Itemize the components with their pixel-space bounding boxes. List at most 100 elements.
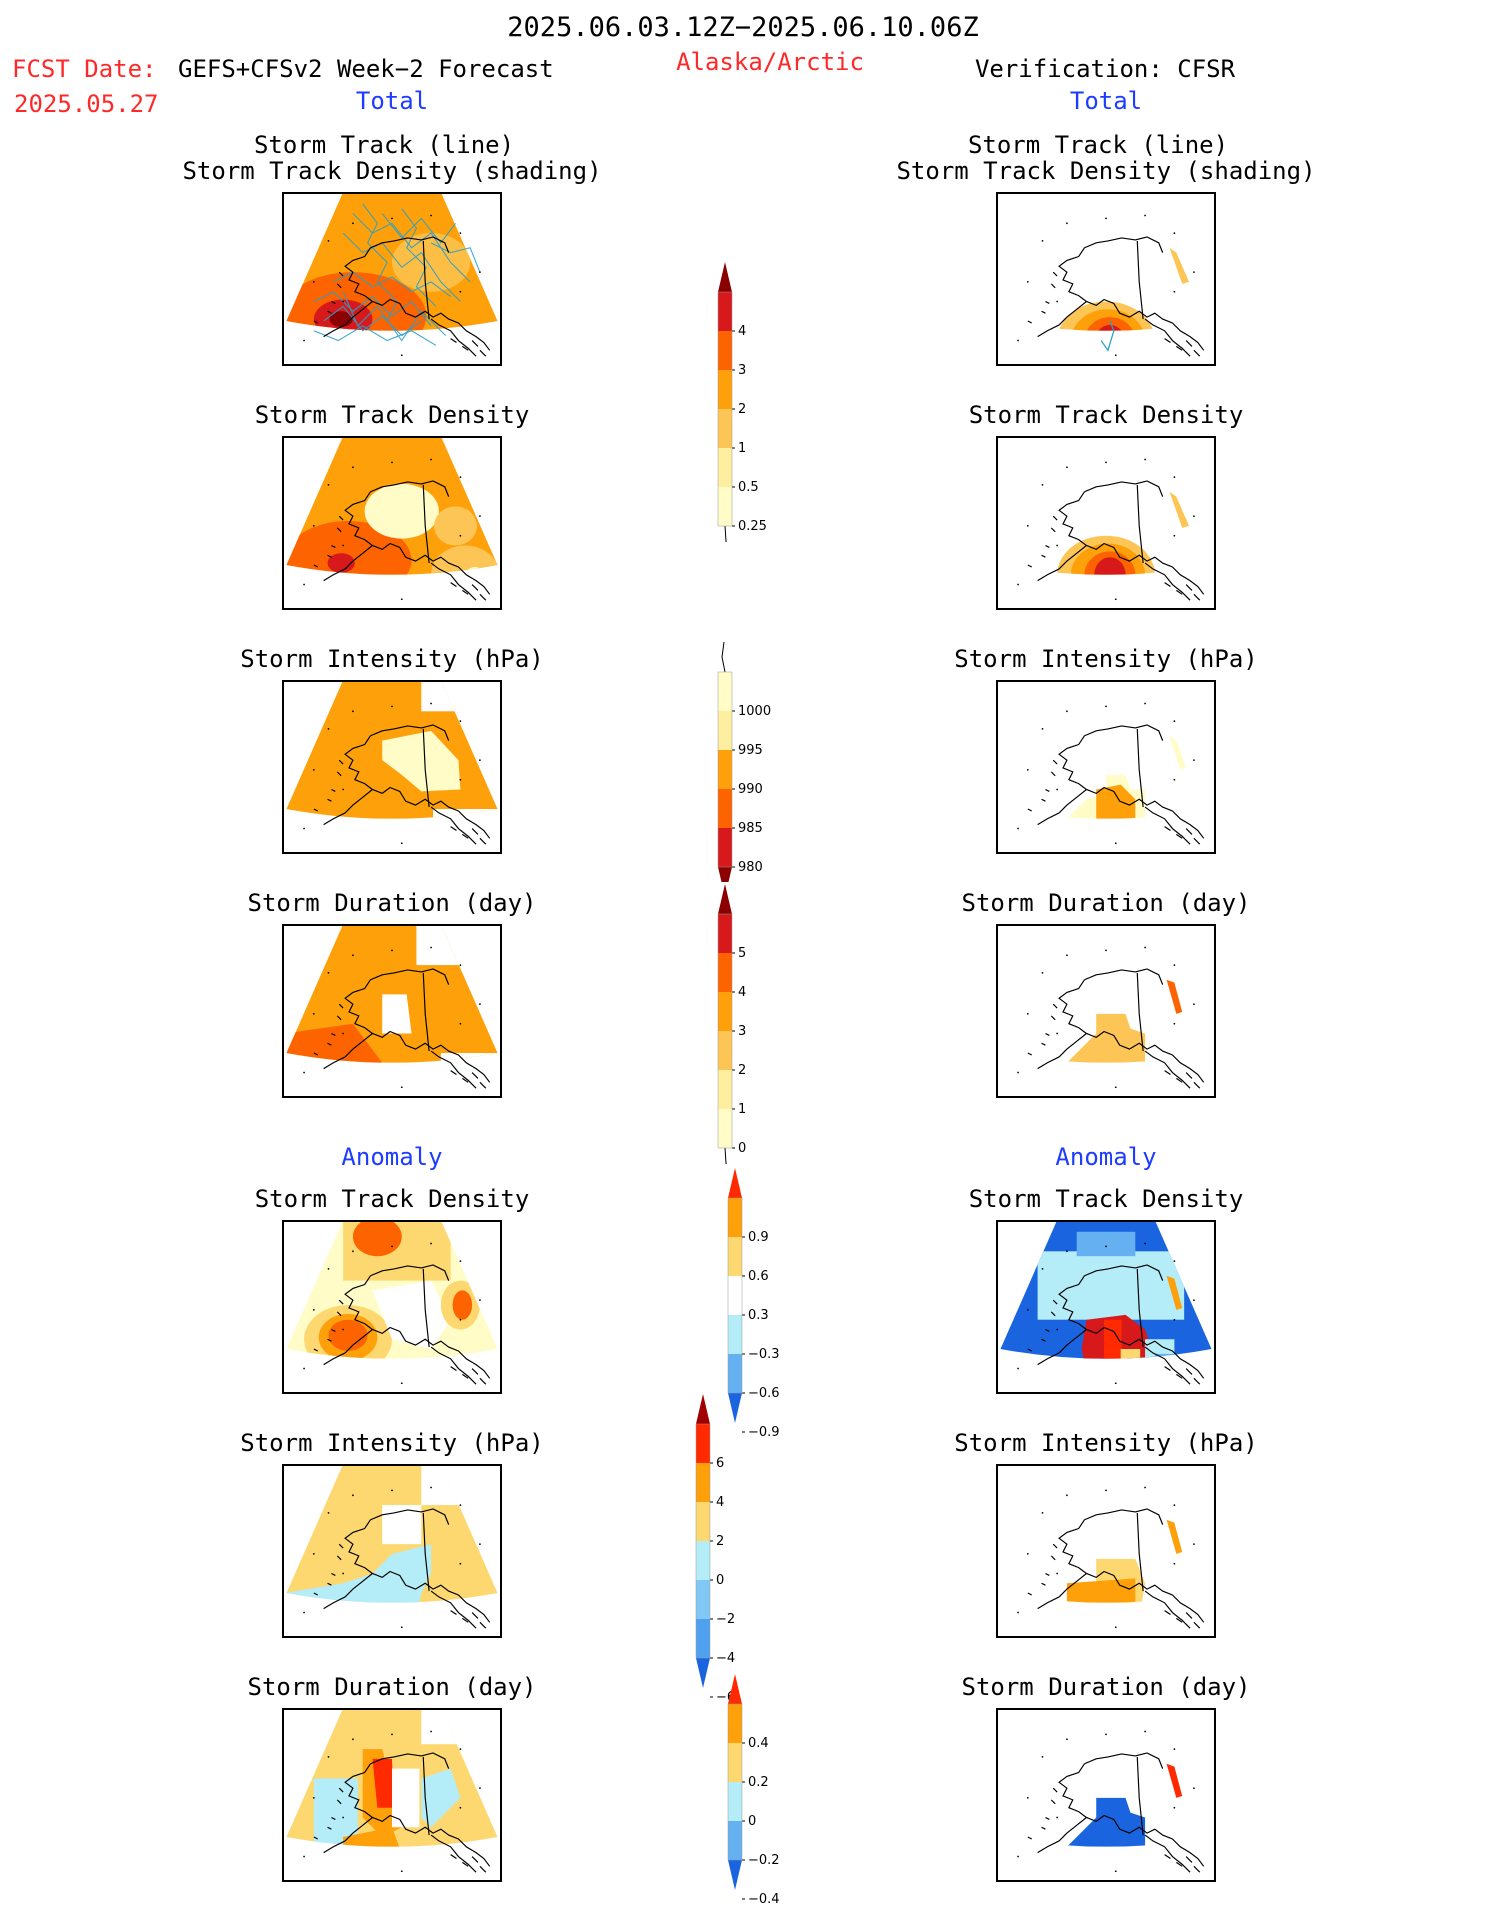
density_anom-top-triangle — [728, 1168, 742, 1198]
intensity_total-swatch — [718, 672, 732, 711]
density_total-label: 1 — [738, 441, 746, 456]
intensity_total-label: 980 — [738, 860, 763, 875]
fcst-date-value: 2025.05.27 — [14, 90, 159, 118]
map-forecast-duration — [282, 924, 502, 1098]
title-duration-anom-left: Storm Duration (day) — [247, 1673, 537, 1701]
intensity_anom-swatch — [696, 1463, 710, 1502]
duration_anom-label: 0 — [748, 1814, 756, 1829]
density_anom-outline — [727, 1197, 743, 1394]
title-density-anom-left: Storm Track Density — [254, 1185, 530, 1213]
date-range-title: 2025.06.03.12Z−2025.06.10.06Z — [507, 12, 979, 43]
colorbar-duration-anomaly: 0.4 0.2 0 −0.2 −0.4 — [727, 1674, 780, 1907]
duration_total-top-triangle — [718, 884, 732, 914]
duration_anom-swatch — [728, 1782, 742, 1821]
density_total-label: 2 — [738, 402, 746, 417]
intensity_total-swatch — [718, 828, 732, 867]
duration_total-bottom-tail — [724, 1147, 727, 1164]
intensity_anom-label: 4 — [716, 1495, 724, 1510]
duration_total-swatch — [718, 1070, 732, 1109]
title-duration-right: Storm Duration (day) — [961, 889, 1251, 917]
density_total-bottom-tail — [724, 525, 727, 542]
intensity_total-label: 985 — [738, 821, 763, 836]
title-track-line-left: Storm Track (line) — [253, 131, 515, 159]
title-duration-anom-right: Storm Duration (day) — [961, 1673, 1251, 1701]
intensity_anom-label: 0 — [716, 1573, 724, 1588]
duration_anom-label: 0.4 — [748, 1736, 769, 1751]
duration_anom-swatch — [728, 1743, 742, 1782]
title-duration-left: Storm Duration (day) — [247, 889, 537, 917]
intensity_anom-swatch — [696, 1502, 710, 1541]
map-forecast-density-anom — [282, 1220, 502, 1394]
intensity_anom-label: 2 — [716, 1534, 724, 1549]
duration_total-label: 1 — [738, 1102, 746, 1117]
colorbar-duration-total: 5 4 3 2 1 0 — [717, 884, 746, 1164]
duration_total-swatch — [718, 992, 732, 1031]
density_anom-label: 0.6 — [748, 1269, 769, 1284]
duration_total-swatch — [718, 914, 732, 953]
title-track-shading-left: Storm Track Density (shading) — [182, 157, 602, 185]
duration_anom-bottom-triangle — [728, 1860, 742, 1890]
density_anom-swatch — [728, 1315, 742, 1354]
map-verification-track — [996, 192, 1216, 366]
region-label: Alaska/Arctic — [676, 48, 864, 76]
map-forecast-duration-anom — [282, 1708, 502, 1882]
duration_total-swatch — [718, 1109, 732, 1148]
fcst-date-label: FCST Date: — [12, 55, 157, 83]
intensity_anom-swatch — [696, 1541, 710, 1580]
density_anom-swatch — [728, 1354, 742, 1393]
colorbar-intensity-total: 1000 995 990 985 980 — [717, 642, 771, 882]
colorbar-intensity-anomaly: 6 4 2 0 −2 −4 −6 — [695, 1394, 735, 1700]
density_total-label: 3 — [738, 363, 746, 378]
map-forecast-density — [282, 436, 502, 610]
map-verification-duration-anom — [996, 1708, 1216, 1882]
title-density-anom-right: Storm Track Density — [968, 1185, 1244, 1213]
map-verification-intensity — [996, 680, 1216, 854]
density_total-swatch — [718, 409, 732, 448]
duration_total-label: 5 — [738, 946, 746, 961]
intensity_total-outline — [717, 671, 733, 868]
intensity_anom-label: −6 — [716, 1690, 735, 1700]
intensity_anom-swatch — [696, 1580, 710, 1619]
duration_anom-outline — [727, 1703, 743, 1861]
duration_total-swatch — [718, 953, 732, 992]
density_total-swatch — [718, 370, 732, 409]
duration_anom-swatch — [728, 1704, 742, 1743]
density_total-swatch — [718, 292, 732, 331]
map-verification-duration — [996, 924, 1216, 1098]
density_total-swatch — [718, 487, 732, 526]
duration_total-outline — [717, 913, 733, 1149]
intensity_total-label: 1000 — [738, 704, 771, 719]
title-intensity-anom-right: Storm Intensity (hPa) — [954, 1429, 1258, 1457]
intensity_total-swatch — [718, 789, 732, 828]
density_total-swatch — [718, 331, 732, 370]
intensity_total-bottom-triangle — [718, 867, 732, 882]
title-track-shading-right: Storm Track Density (shading) — [896, 157, 1316, 185]
title-density-right: Storm Track Density — [968, 401, 1244, 429]
duration_total-swatch — [718, 1031, 732, 1070]
title-density-left: Storm Track Density — [254, 401, 530, 429]
intensity_total-top-tail — [721, 642, 726, 673]
duration_total-label: 4 — [738, 985, 746, 1000]
density_total-label: 0.5 — [738, 480, 759, 495]
title-intensity-right: Storm Intensity (hPa) — [954, 645, 1258, 673]
duration_anom-label: 0.2 — [748, 1775, 769, 1790]
right-total-label: Total — [1069, 87, 1143, 115]
map-forecast-track — [282, 192, 502, 366]
map-verification-intensity-anom — [996, 1464, 1216, 1638]
title-intensity-left: Storm Intensity (hPa) — [240, 645, 544, 673]
density_anom-label: −0.6 — [748, 1386, 780, 1401]
left-total-label: Total — [355, 87, 429, 115]
intensity_anom-label: 6 — [716, 1456, 724, 1471]
duration_anom-swatch — [728, 1821, 742, 1860]
intensity_anom-label: −4 — [716, 1651, 735, 1666]
density_total-label: 4 — [738, 324, 746, 339]
title-track-line-right: Storm Track (line) — [967, 131, 1229, 159]
density_anom-swatch — [728, 1276, 742, 1315]
map-forecast-intensity — [282, 680, 502, 854]
map-verification-density-anom — [996, 1220, 1216, 1394]
intensity_anom-bottom-triangle — [696, 1658, 710, 1688]
intensity_total-swatch — [718, 750, 732, 789]
verification-label: Verification: CFSR — [974, 55, 1236, 83]
left-anomaly-label: Anomaly — [341, 1143, 443, 1171]
duration_anom-top-triangle — [728, 1674, 742, 1704]
